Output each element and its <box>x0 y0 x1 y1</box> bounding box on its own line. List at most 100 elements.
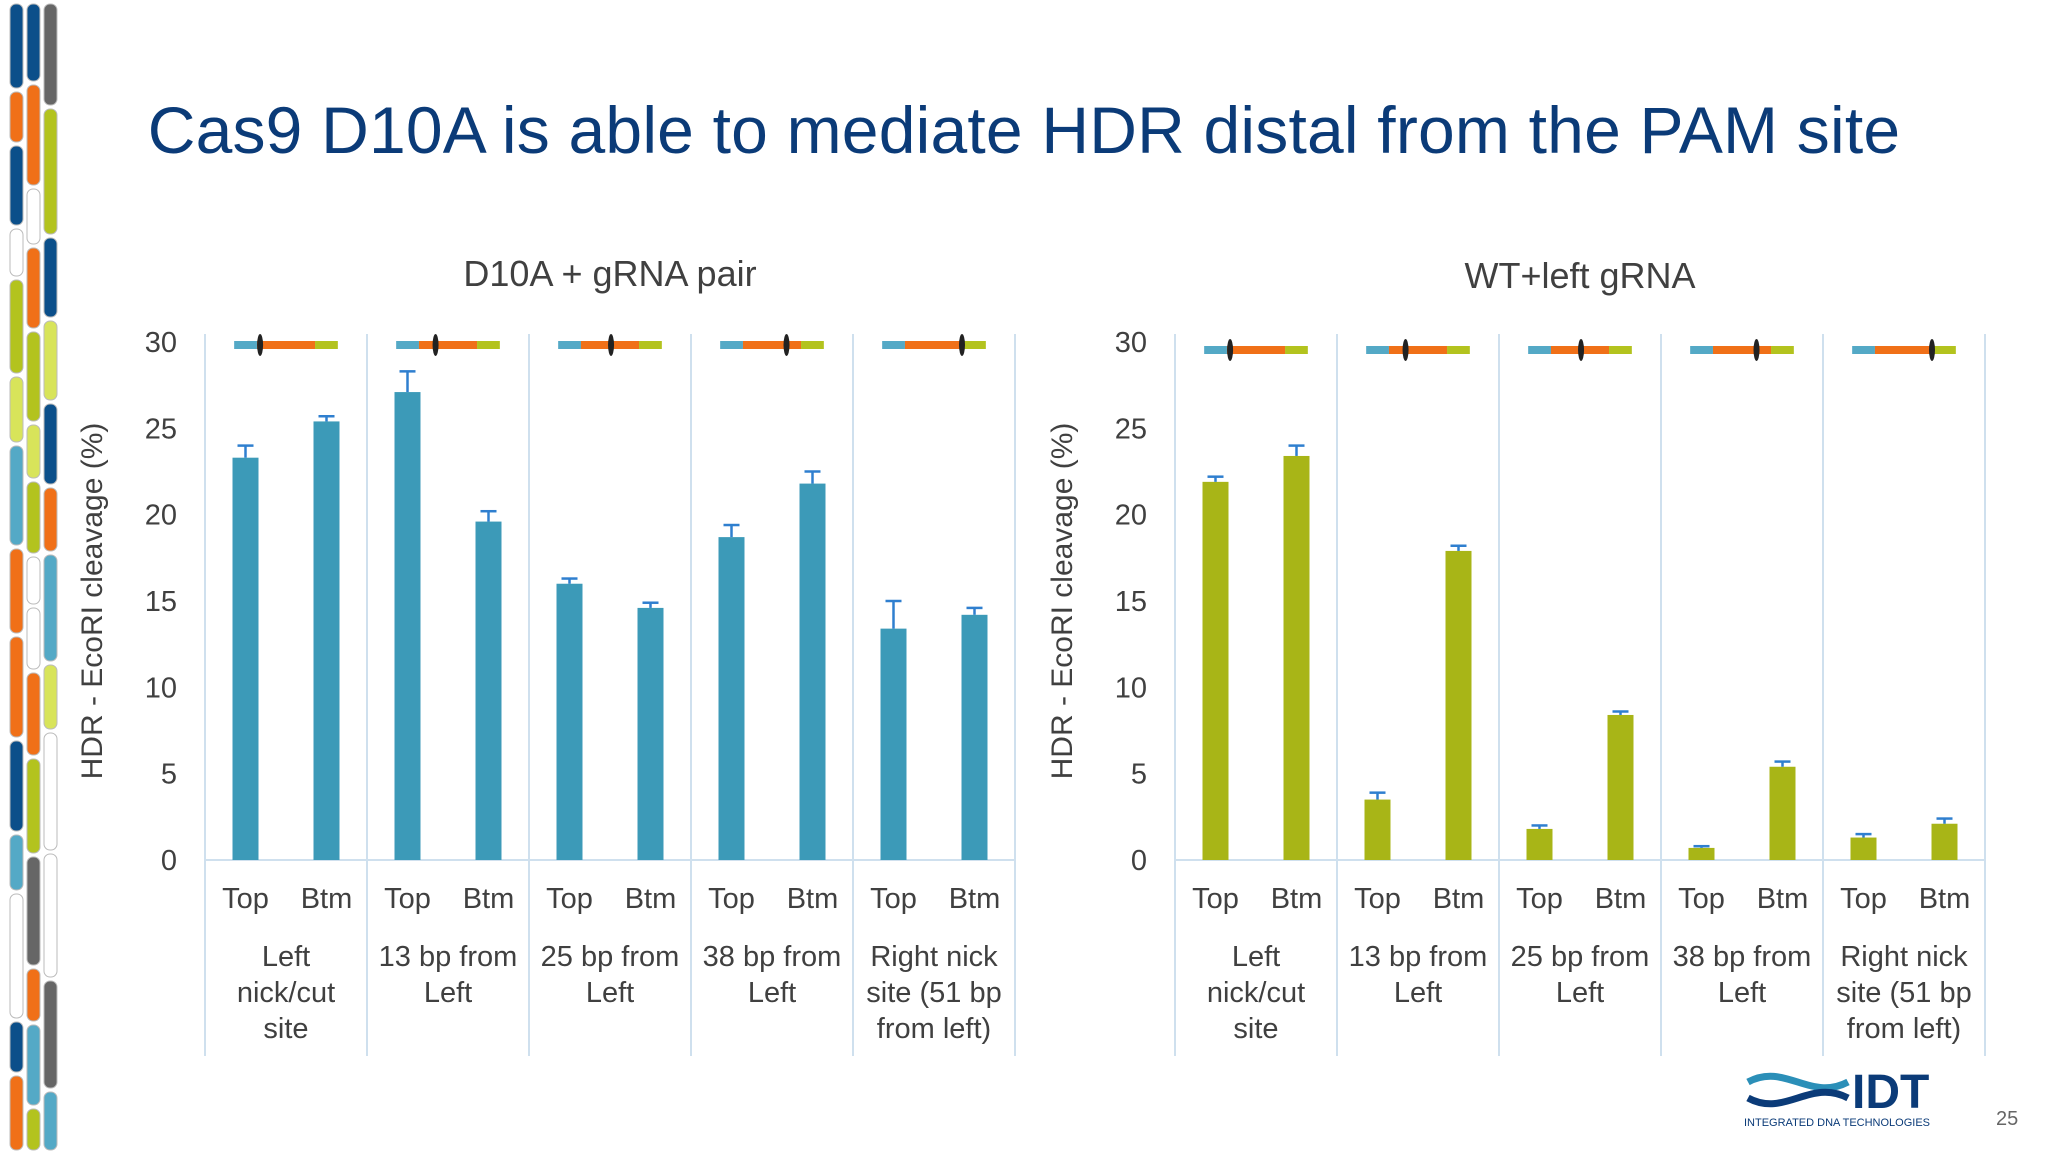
bar <box>1445 550 1472 860</box>
x-group-label: 25 bp from <box>541 941 680 973</box>
side-stripe-segment <box>43 320 58 401</box>
bar <box>1607 714 1634 860</box>
schematic-segment-green <box>1933 346 1956 354</box>
x-subcategory-label: Top <box>384 883 431 915</box>
x-group-label: Left <box>586 977 634 1009</box>
nick-site-marker <box>1402 339 1409 361</box>
side-stripe-segment <box>9 1075 24 1151</box>
side-stripe-segment <box>9 740 24 832</box>
side-stripe-segment <box>26 481 41 554</box>
x-group-label: 13 bp from <box>1349 941 1488 973</box>
nick-site-marker <box>783 334 790 356</box>
side-stripe-segment <box>26 672 41 756</box>
bar <box>1283 455 1310 860</box>
y-tick-label: 25 <box>145 413 177 445</box>
x-group-label: nick/cut <box>237 977 335 1009</box>
y-tick-label: 30 <box>145 327 177 359</box>
schematic-segment-green <box>963 341 986 349</box>
bar <box>637 607 664 860</box>
schematic-segment-blue <box>882 341 905 349</box>
x-subcategory-label: Btm <box>949 883 1001 915</box>
x-group-label: site (51 bp <box>1836 977 1971 1009</box>
side-stripe-segment <box>43 237 58 318</box>
schematic-segment-green <box>1447 346 1470 354</box>
x-subcategory-label: Top <box>1840 883 1887 915</box>
side-stripe-segment <box>26 424 41 479</box>
side-stripe-segment <box>43 108 58 235</box>
side-stripe-segment <box>43 487 58 552</box>
x-group-label: Left <box>1556 977 1604 1009</box>
schematic-segment-green <box>801 341 824 349</box>
nick-site-marker <box>1753 339 1760 361</box>
x-subcategory-label: Top <box>1192 883 1239 915</box>
side-stripe-segment <box>9 445 24 546</box>
side-stripe-segment <box>26 188 41 245</box>
page-number: 25 <box>1996 1108 2019 1130</box>
side-stripe-segment <box>26 3 41 82</box>
x-group-label: 38 bp from <box>1673 941 1812 973</box>
x-group-label: 38 bp from <box>703 941 842 973</box>
y-tick-label: 30 <box>1115 327 1147 359</box>
x-group-label: Left <box>1394 977 1442 1009</box>
y-tick-label: 10 <box>145 672 177 704</box>
side-stripe-segment <box>9 91 24 143</box>
y-tick-label: 5 <box>1131 759 1147 791</box>
schematic-segment-blue <box>558 341 581 349</box>
bar <box>556 583 583 860</box>
side-stripe-segment <box>9 3 24 89</box>
chart-title: D10A + gRNA pair <box>463 253 756 294</box>
bar <box>1688 847 1715 860</box>
x-group-label: 25 bp from <box>1511 941 1650 973</box>
chart-title: WT+left gRNA <box>1464 255 1695 296</box>
side-stripe-segment <box>26 247 41 329</box>
schematic-segment-orange <box>256 341 316 349</box>
bar <box>1364 799 1391 860</box>
schematic-segment-blue <box>1204 346 1227 354</box>
schematic-segment-green <box>1771 346 1794 354</box>
x-group-label: site <box>1233 1013 1278 1045</box>
nick-site-marker <box>958 334 965 356</box>
schematic-segment-green <box>1609 346 1632 354</box>
schematic-segment-orange <box>1874 346 1934 354</box>
bar <box>961 614 988 860</box>
bar <box>313 421 340 860</box>
x-subcategory-label: Top <box>708 883 755 915</box>
side-stripe-segment <box>43 980 58 1089</box>
side-stripe-segment <box>43 732 58 851</box>
logo-wordmark: IDT <box>1852 1066 1929 1119</box>
x-subcategory-label: Btm <box>625 883 677 915</box>
x-group-label: Left <box>424 977 472 1009</box>
side-stripe-segment <box>9 279 24 374</box>
bar <box>1931 823 1958 860</box>
side-stripe-segment <box>26 556 41 605</box>
x-group-label: Left <box>1232 941 1280 973</box>
x-group-label: nick/cut <box>1207 977 1305 1009</box>
y-tick-label: 5 <box>161 759 177 791</box>
side-stripe-segment <box>43 554 58 662</box>
y-tick-label: 20 <box>1115 500 1147 532</box>
schematic-segment-orange <box>742 341 802 349</box>
y-tick-label: 25 <box>1115 413 1147 445</box>
side-stripe-segment <box>9 548 24 634</box>
schematic-segment-blue <box>396 341 419 349</box>
x-group-label: Left <box>748 977 796 1009</box>
side-stripe-segment <box>26 331 41 422</box>
x-group-label: site (51 bp <box>866 977 1001 1009</box>
nick-site-marker <box>432 334 439 356</box>
bar <box>799 483 826 860</box>
side-stripe-segment <box>26 856 41 966</box>
bar <box>475 521 502 860</box>
bar <box>1202 481 1229 860</box>
nick-site-marker <box>1928 339 1935 361</box>
x-group-label: Left <box>1718 977 1766 1009</box>
side-stripe-segment <box>26 968 41 1022</box>
x-subcategory-label: Top <box>1516 883 1563 915</box>
x-group-label: Right nick <box>870 941 998 973</box>
chart-wt-left-gRNA: WT+left gRNA HDR - EcoRI cleavage (%) 0 5 10… <box>1030 250 2030 1070</box>
x-subcategory-label: Btm <box>463 883 515 915</box>
x-group-label: from left) <box>877 1013 991 1045</box>
x-group-label: Right nick <box>1840 941 1968 973</box>
side-stripe-segment <box>9 834 24 891</box>
side-stripe-segment <box>43 664 58 730</box>
schematic-segment-orange <box>1226 346 1286 354</box>
